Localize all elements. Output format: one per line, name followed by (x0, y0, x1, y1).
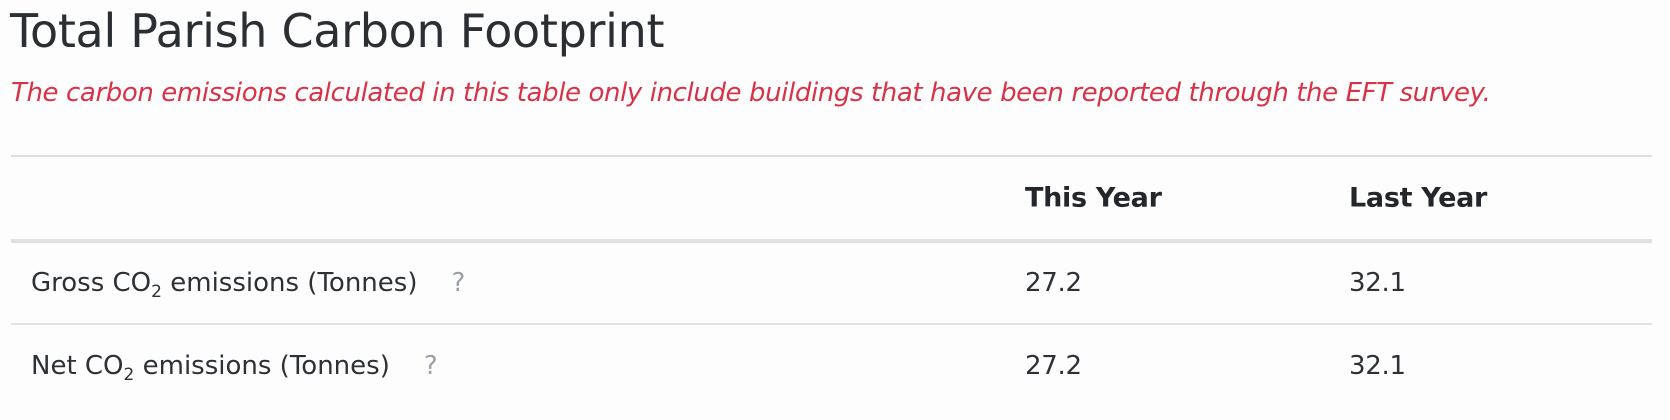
question-mark-icon[interactable]: ? (423, 351, 438, 381)
value-this-year: 27.2 (1025, 268, 1082, 298)
label-subscript: 2 (151, 282, 162, 302)
header-last-year: Last Year (1349, 182, 1488, 214)
table-row-net: Net CO2 emissions (Tonnes)? 27.2 32.1 (11, 325, 1652, 407)
label-prefix: Net CO (31, 351, 124, 381)
label-suffix: emissions (Tonnes) (161, 268, 418, 298)
value-last-year: 32.1 (1349, 268, 1406, 298)
page-title: Total Parish Carbon Footprint (10, 4, 665, 58)
table-header-row: This Year Last Year (11, 157, 1652, 243)
row-label-net: Net CO2 emissions (Tonnes)? (31, 351, 438, 384)
value-this-year: 27.2 (1025, 351, 1082, 381)
value-last-year: 32.1 (1349, 351, 1406, 381)
carbon-footprint-table: This Year Last Year Gross CO2 emissions … (11, 155, 1652, 407)
question-mark-icon[interactable]: ? (451, 268, 466, 298)
survey-notice: The carbon emissions calculated in this … (11, 78, 1491, 108)
label-subscript: 2 (123, 365, 135, 385)
label-prefix: Gross CO (31, 268, 152, 298)
row-label-gross: Gross CO2 emissions (Tonnes)? (31, 268, 466, 301)
table-row-gross: Gross CO2 emissions (Tonnes)? 27.2 32.1 (11, 243, 1652, 325)
header-this-year: This Year (1025, 182, 1162, 214)
label-suffix: emissions (Tonnes) (134, 351, 390, 381)
